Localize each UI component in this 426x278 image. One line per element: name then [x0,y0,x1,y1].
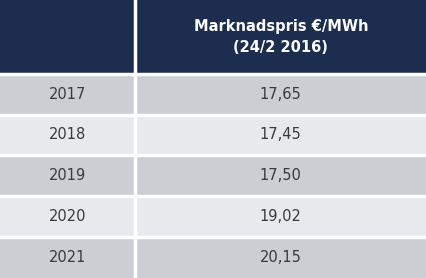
Text: 2018: 2018 [49,128,86,142]
Bar [0,74,134,115]
Text: 19,02: 19,02 [259,209,301,224]
Text: 17,45: 17,45 [259,128,301,142]
Bar [134,155,426,196]
Bar [134,115,426,155]
Bar [0,196,134,237]
Text: 20,15: 20,15 [259,250,301,265]
Bar [0,115,134,155]
Text: 2021: 2021 [49,250,86,265]
Bar [0,155,134,196]
Bar [134,196,426,237]
Bar [134,237,426,278]
Bar [134,74,426,115]
Text: Marknadspris €/MWh
(24/2 2016): Marknadspris €/MWh (24/2 2016) [193,19,367,55]
Text: 2017: 2017 [49,87,86,101]
Bar [0,237,134,278]
Text: 2020: 2020 [49,209,86,224]
Bar [0,0,134,74]
Text: 17,50: 17,50 [259,168,301,183]
Text: 2019: 2019 [49,168,86,183]
Text: 17,65: 17,65 [259,87,301,101]
Bar [134,0,426,74]
